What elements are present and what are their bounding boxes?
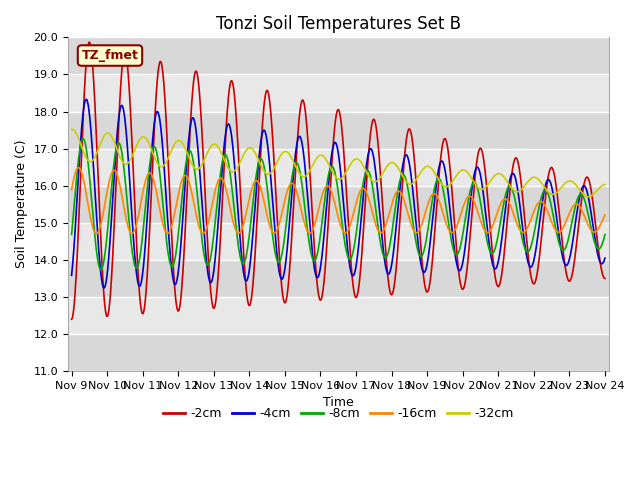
-32cm — [491, 172, 499, 178]
-2cm — [491, 272, 499, 278]
Bar — [68, 37, 609, 74]
-8cm — [422, 241, 429, 247]
-8cm — [174, 234, 182, 240]
-32cm — [421, 164, 429, 170]
-4cm — [174, 271, 182, 277]
-2cm — [421, 285, 429, 290]
-32cm — [246, 145, 254, 151]
-2cm — [538, 229, 546, 235]
-16cm — [422, 209, 429, 215]
-32cm — [584, 194, 592, 200]
-2cm — [173, 307, 181, 313]
-4cm — [422, 267, 429, 273]
Line: -4cm: -4cm — [72, 99, 605, 288]
-4cm — [601, 255, 609, 261]
X-axis label: Time: Time — [323, 396, 354, 409]
-4cm — [68, 273, 76, 278]
-32cm — [68, 127, 76, 132]
-8cm — [187, 149, 195, 155]
-32cm — [187, 158, 195, 164]
Bar — [68, 334, 609, 371]
Bar — [68, 297, 609, 334]
-32cm — [68, 127, 76, 132]
-16cm — [174, 193, 182, 199]
-16cm — [75, 165, 83, 170]
-32cm — [601, 182, 609, 188]
Bar — [68, 111, 609, 149]
-16cm — [538, 199, 546, 205]
Bar — [68, 186, 609, 223]
Text: TZ_fmet: TZ_fmet — [81, 49, 138, 62]
-32cm — [538, 181, 546, 187]
-16cm — [93, 231, 100, 237]
-16cm — [601, 212, 609, 218]
-8cm — [492, 245, 499, 251]
-2cm — [246, 301, 254, 307]
Bar — [68, 149, 609, 186]
-4cm — [187, 120, 195, 125]
Line: -8cm: -8cm — [72, 139, 605, 270]
Bar — [68, 74, 609, 111]
Line: -32cm: -32cm — [72, 130, 605, 197]
-16cm — [68, 187, 76, 192]
Title: Tonzi Soil Temperatures Set B: Tonzi Soil Temperatures Set B — [216, 15, 461, 33]
-8cm — [247, 221, 255, 227]
-2cm — [601, 276, 609, 281]
-8cm — [538, 192, 546, 197]
-8cm — [79, 136, 87, 142]
Bar — [68, 223, 609, 260]
-8cm — [601, 232, 609, 238]
Line: -2cm: -2cm — [72, 42, 605, 319]
Line: -16cm: -16cm — [72, 168, 605, 234]
Legend: -2cm, -4cm, -8cm, -16cm, -32cm: -2cm, -4cm, -8cm, -16cm, -32cm — [158, 402, 518, 425]
-4cm — [100, 285, 108, 291]
-2cm — [86, 39, 93, 45]
-32cm — [173, 138, 181, 144]
-2cm — [68, 316, 76, 322]
-16cm — [492, 216, 499, 222]
Y-axis label: Soil Temperature (C): Soil Temperature (C) — [15, 140, 28, 268]
-4cm — [538, 200, 546, 205]
-8cm — [68, 232, 76, 238]
-4cm — [247, 256, 255, 262]
-16cm — [187, 186, 195, 192]
-8cm — [97, 267, 105, 273]
Bar — [68, 260, 609, 297]
-4cm — [82, 96, 90, 102]
-2cm — [187, 119, 195, 124]
-4cm — [492, 266, 499, 272]
-16cm — [247, 190, 255, 196]
